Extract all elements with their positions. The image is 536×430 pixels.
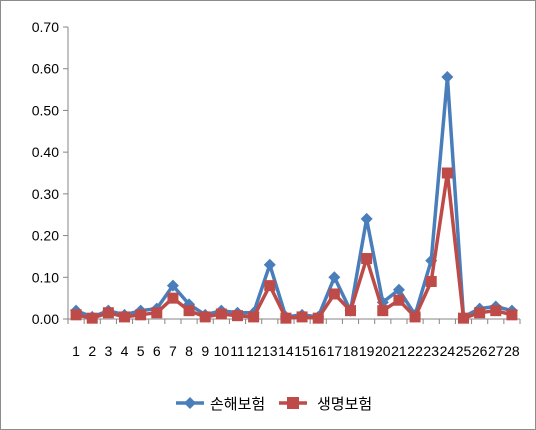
x-tick-label: 11	[230, 343, 245, 359]
legend-item-1: 손해보험	[176, 395, 265, 413]
data-point	[313, 313, 324, 324]
x-tick-label: 19	[359, 343, 375, 359]
y-tick-label: 0.00	[32, 311, 59, 327]
x-tick-label: 4	[121, 343, 129, 359]
data-point	[410, 311, 421, 322]
data-point	[232, 310, 243, 321]
data-point	[167, 293, 178, 304]
x-tick-label: 7	[169, 343, 177, 359]
data-point	[135, 309, 146, 320]
x-tick-label: 8	[185, 343, 193, 359]
data-point	[458, 313, 469, 324]
y-tick-label: 0.50	[32, 102, 59, 118]
x-tick-label: 28	[504, 343, 520, 359]
legend-marker	[287, 397, 299, 409]
x-tick-label: 17	[327, 343, 343, 359]
data-point	[442, 168, 453, 179]
data-point	[184, 305, 195, 316]
data-point	[264, 259, 276, 271]
data-point	[361, 213, 373, 225]
y-tick-label: 0.40	[32, 144, 59, 160]
x-tick-label: 1	[72, 343, 80, 359]
x-tick-label: 20	[375, 343, 391, 359]
x-tick-label: 5	[137, 343, 145, 359]
x-tick-label: 23	[423, 343, 439, 359]
x-axis-tick-labels: 1 2 3 4 5 6 7 8 9 10 11 12 13 14 15 16 17 18 19 20 21 22 23 24 2…	[68, 319, 520, 359]
legend: 손해보험 생명보험	[176, 395, 372, 413]
data-point	[345, 305, 356, 316]
y-tick-label: 0.70	[32, 19, 59, 35]
x-tick-label: 6	[153, 343, 161, 359]
x-tick-label: 9	[201, 343, 209, 359]
data-point	[329, 288, 340, 299]
x-tick-label: 25	[456, 343, 472, 359]
series-group	[70, 71, 518, 324]
data-point	[361, 253, 372, 264]
y-tick-label: 0.60	[32, 61, 59, 77]
x-tick-label: 16	[310, 343, 326, 359]
legend-label: 손해보험	[210, 395, 265, 413]
x-tick-label: 22	[407, 343, 423, 359]
data-point	[264, 280, 275, 291]
legend-item-2: 생명보험	[279, 395, 372, 413]
data-point	[119, 311, 130, 322]
x-tick-label: 12	[246, 343, 262, 359]
data-point	[506, 309, 517, 320]
x-tick-label: 3	[104, 343, 112, 359]
x-tick-label: 21	[391, 343, 407, 359]
x-tick-label: 24	[440, 343, 456, 359]
data-point	[441, 71, 453, 83]
y-tick-label: 0.20	[32, 228, 59, 244]
x-tick-label: 26	[472, 343, 488, 359]
series-line	[76, 173, 512, 318]
x-tick-label: 15	[294, 343, 310, 359]
x-tick-label: 10	[214, 343, 230, 359]
data-point	[216, 308, 227, 319]
x-tick-label: 18	[343, 343, 359, 359]
data-point	[393, 295, 404, 306]
x-tick-label: 2	[88, 343, 96, 359]
data-point	[474, 307, 485, 318]
legend-label: 생명보험	[317, 395, 372, 413]
x-tick-label: 14	[278, 343, 294, 359]
y-tick-label: 0.30	[32, 186, 59, 202]
data-point	[103, 307, 114, 318]
data-point	[248, 311, 259, 322]
y-tick-label: 0.10	[32, 269, 59, 285]
x-tick-label: 27	[488, 343, 504, 359]
data-point	[377, 305, 388, 316]
data-point	[200, 311, 211, 322]
series-line	[76, 77, 512, 317]
data-point	[490, 305, 501, 316]
data-point	[71, 309, 82, 320]
x-tick-label: 13	[262, 343, 278, 359]
data-point	[297, 311, 308, 322]
series-2	[71, 168, 518, 324]
data-point	[280, 313, 291, 324]
y-axis-tick-labels: 0.00 0.10 0.20 0.30 0.40 0.50 0.60 0.70	[32, 19, 68, 327]
data-point	[151, 307, 162, 318]
legend-marker	[184, 397, 196, 409]
data-point	[87, 313, 98, 324]
data-point	[328, 271, 340, 283]
data-point	[426, 276, 437, 287]
